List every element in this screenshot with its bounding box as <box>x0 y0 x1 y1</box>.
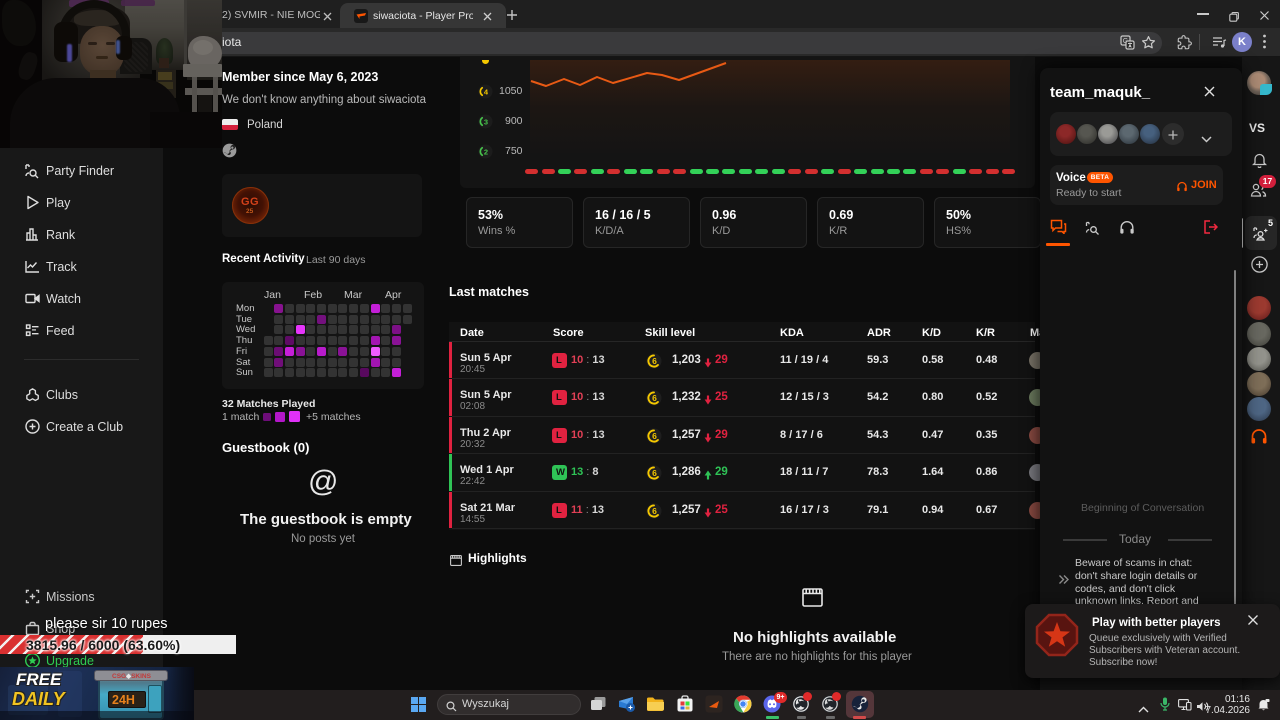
svg-text:3: 3 <box>484 117 488 126</box>
svg-text:6: 6 <box>652 393 657 403</box>
svg-text:6: 6 <box>652 356 657 366</box>
svg-text:6: 6 <box>652 431 657 441</box>
svg-text:4: 4 <box>484 87 489 96</box>
svg-text:6: 6 <box>652 468 657 478</box>
svg-text:6: 6 <box>652 505 657 515</box>
svg-text:2: 2 <box>484 147 488 156</box>
